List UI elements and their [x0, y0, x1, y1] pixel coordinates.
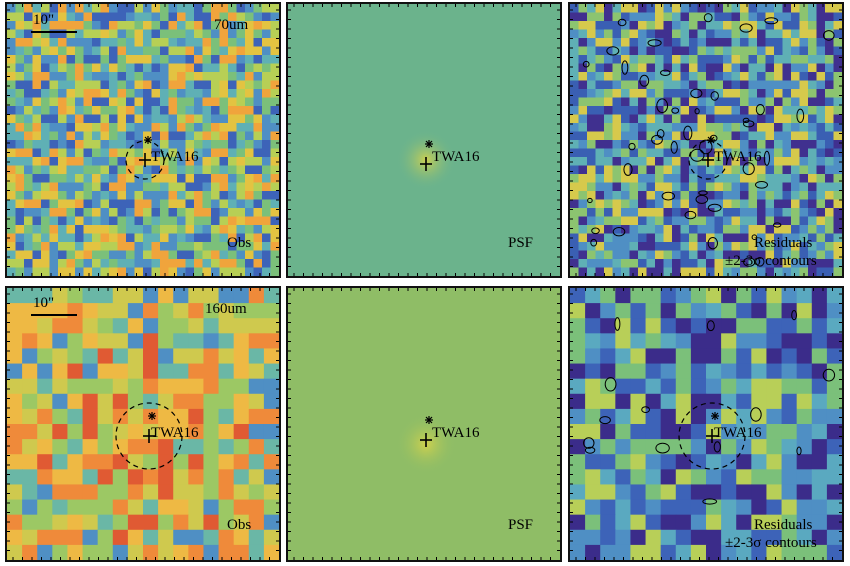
psf-map-160um [288, 288, 560, 560]
asterisk-marker [425, 140, 433, 148]
axis-ticks [570, 288, 842, 560]
scale-bar [31, 314, 77, 316]
panel-label-psf: PSF [508, 517, 534, 533]
axis-ticks [7, 288, 279, 560]
aperture-circle [115, 402, 183, 470]
panel-70um-psf: TWA16 PSF [286, 2, 562, 278]
panel-160um-psf: TWA16 PSF [286, 286, 562, 562]
residual-map-70um [570, 4, 842, 276]
panel-70um-residuals: TWA16 Residuals ±2-3σ contours [568, 2, 844, 278]
target-label: TWA16 [151, 425, 199, 441]
axis-ticks [570, 4, 842, 276]
scale-bar-label: 10" [33, 12, 55, 28]
axis-ticks [288, 4, 560, 276]
noise-map-160um-obs [7, 288, 279, 560]
target-label: TWA16 [151, 149, 199, 165]
scale-bar [31, 31, 77, 33]
band-label: 70um [214, 17, 249, 33]
panel-label-psf: PSF [508, 235, 534, 251]
asterisk-marker [707, 136, 715, 144]
panel-label-obs: Obs [227, 517, 252, 533]
scale-bar-label: 10" [33, 295, 55, 311]
source-marker [143, 429, 155, 443]
noise-map-70um-obs [7, 4, 279, 276]
source-marker [706, 429, 718, 443]
source-marker [139, 153, 151, 167]
source-marker [420, 157, 432, 171]
asterisk-marker [425, 416, 433, 424]
axis-ticks [288, 288, 560, 560]
pixel-grid [570, 4, 842, 276]
panel-160um-obs: 10" 160um TWA16 Obs [5, 286, 281, 562]
asterisk-marker [148, 412, 156, 420]
residual-contours [582, 13, 835, 267]
panel-160um-residuals: TWA16 Residuals ±2-3σ contours [568, 286, 844, 562]
source-marker [702, 153, 714, 167]
asterisk-marker [711, 412, 719, 420]
source-marker [420, 433, 432, 447]
target-label: TWA16 [714, 425, 762, 441]
panel-label-residuals: Residuals [754, 235, 813, 251]
aperture-circle [678, 402, 746, 470]
asterisk-marker [144, 136, 152, 144]
panel-label-contours: ±2-3σ contours [725, 253, 817, 269]
target-label: TWA16 [432, 149, 480, 165]
panel-label-obs: Obs [227, 235, 252, 251]
residual-map-160um [570, 288, 842, 560]
psf-map-70um [288, 4, 560, 276]
target-label: TWA16 [432, 425, 480, 441]
aperture-circle [125, 140, 165, 180]
target-label: TWA16 [714, 149, 762, 165]
band-label: 160um [205, 301, 247, 317]
pixel-grid [7, 288, 279, 560]
aperture-circle [688, 140, 728, 180]
residual-contours [583, 310, 836, 505]
axis-ticks [7, 4, 279, 276]
panel-label-residuals: Residuals [754, 517, 813, 533]
panel-label-contours: ±2-3σ contours [725, 535, 817, 551]
panel-70um-obs: 10" 70um TWA16 Obs [5, 2, 281, 278]
